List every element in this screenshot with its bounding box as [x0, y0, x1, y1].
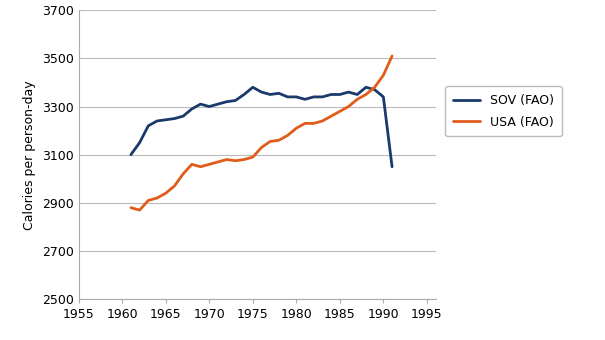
SOV (FAO)	[380, 95, 387, 99]
SOV (FAO)	[188, 107, 195, 111]
SOV (FAO)	[301, 97, 309, 101]
USA (FAO)	[197, 165, 204, 169]
USA (FAO)	[127, 206, 134, 210]
USA (FAO)	[240, 157, 247, 162]
USA (FAO)	[327, 114, 335, 118]
USA (FAO)	[293, 126, 300, 130]
USA (FAO)	[319, 119, 326, 123]
SOV (FAO)	[214, 102, 221, 106]
SOV (FAO)	[171, 117, 178, 121]
USA (FAO)	[301, 121, 309, 125]
SOV (FAO)	[127, 153, 134, 157]
USA (FAO)	[136, 208, 143, 212]
USA (FAO)	[275, 138, 283, 142]
USA (FAO)	[249, 155, 257, 159]
SOV (FAO)	[371, 88, 378, 92]
USA (FAO)	[180, 172, 187, 176]
USA (FAO)	[336, 109, 344, 114]
Line: USA (FAO): USA (FAO)	[131, 56, 392, 210]
SOV (FAO)	[240, 92, 247, 97]
SOV (FAO)	[275, 91, 283, 95]
USA (FAO)	[388, 54, 396, 58]
Legend: SOV (FAO), USA (FAO): SOV (FAO), USA (FAO)	[445, 86, 562, 136]
USA (FAO)	[188, 162, 195, 166]
SOV (FAO)	[284, 95, 291, 99]
USA (FAO)	[171, 184, 178, 188]
USA (FAO)	[380, 73, 387, 77]
SOV (FAO)	[258, 90, 265, 94]
USA (FAO)	[371, 85, 378, 89]
USA (FAO)	[214, 160, 221, 164]
USA (FAO)	[345, 104, 352, 108]
USA (FAO)	[223, 157, 231, 162]
SOV (FAO)	[206, 104, 213, 108]
SOV (FAO)	[327, 92, 335, 97]
USA (FAO)	[162, 191, 169, 195]
SOV (FAO)	[197, 102, 204, 106]
SOV (FAO)	[388, 165, 396, 169]
SOV (FAO)	[362, 85, 370, 89]
Line: SOV (FAO): SOV (FAO)	[131, 87, 392, 167]
SOV (FAO)	[310, 95, 318, 99]
SOV (FAO)	[353, 92, 361, 97]
SOV (FAO)	[180, 114, 187, 118]
USA (FAO)	[232, 159, 239, 163]
SOV (FAO)	[293, 95, 300, 99]
SOV (FAO)	[267, 92, 274, 97]
Y-axis label: Calories per person-day: Calories per person-day	[24, 80, 36, 230]
USA (FAO)	[145, 199, 152, 203]
SOV (FAO)	[232, 99, 239, 103]
USA (FAO)	[353, 97, 361, 101]
SOV (FAO)	[162, 118, 169, 122]
USA (FAO)	[267, 139, 274, 143]
SOV (FAO)	[319, 95, 326, 99]
USA (FAO)	[154, 196, 161, 200]
SOV (FAO)	[249, 85, 257, 89]
SOV (FAO)	[136, 141, 143, 145]
SOV (FAO)	[223, 100, 231, 104]
USA (FAO)	[284, 133, 291, 137]
SOV (FAO)	[154, 119, 161, 123]
USA (FAO)	[362, 92, 370, 97]
USA (FAO)	[206, 162, 213, 166]
SOV (FAO)	[145, 124, 152, 128]
SOV (FAO)	[336, 92, 344, 97]
USA (FAO)	[258, 146, 265, 150]
SOV (FAO)	[345, 90, 352, 94]
USA (FAO)	[310, 121, 318, 125]
